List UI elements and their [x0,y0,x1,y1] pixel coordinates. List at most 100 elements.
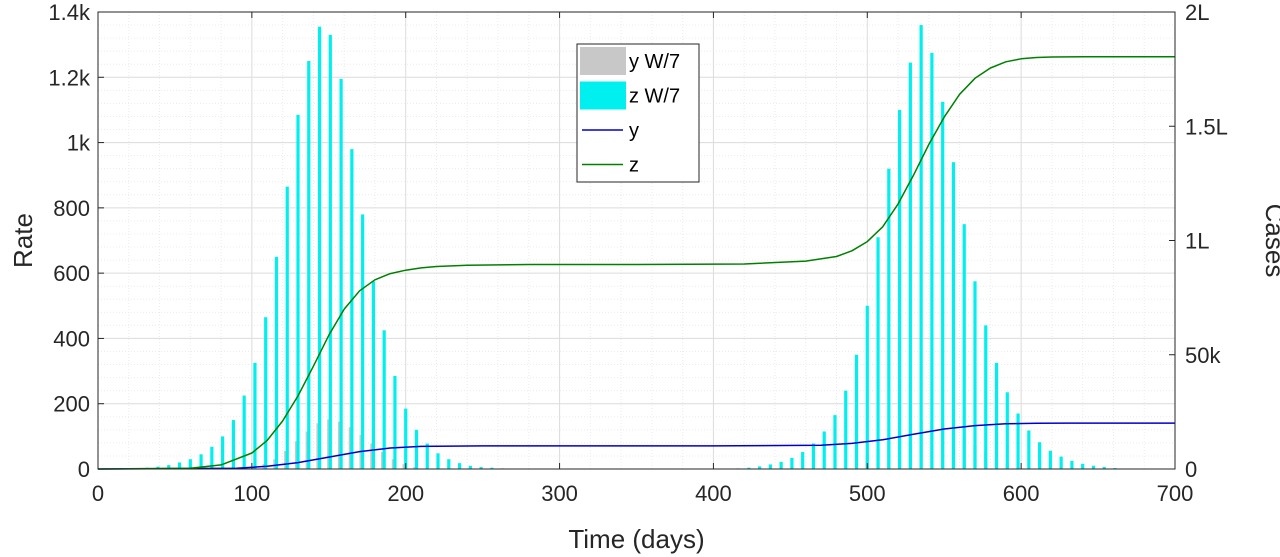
y-left-tick-label: 800 [53,196,90,221]
y-right-axis-title: Cases [1260,204,1280,278]
bar [811,443,816,469]
bar [844,390,848,469]
bar [1091,465,1096,469]
bar [865,305,869,469]
bar [479,467,483,469]
legend-label: z W/7 [629,86,680,108]
bar [941,101,945,470]
bar [919,25,923,470]
series-line-y [97,422,1175,470]
bar [307,60,311,469]
y-right-tick-label: 50k [1185,343,1221,368]
y-right-tick-label: 0 [1185,457,1197,482]
bar [468,465,472,469]
bar [854,354,859,469]
y-left-axis-title: Rate [8,213,38,268]
x-axis-title: Time (days) [568,524,704,554]
y-right-tick-label: 2L [1185,0,1209,25]
bar [404,408,408,469]
bar [264,317,268,469]
bar [242,395,246,469]
bar [274,256,279,469]
bar [177,462,182,469]
legend-label: y [629,120,639,142]
bar [296,114,300,469]
bar [328,34,332,469]
bar [1081,463,1085,469]
bar [199,454,203,469]
x-tick-label: 600 [1003,481,1040,506]
bar [973,281,977,469]
bar [339,78,343,470]
bar [994,362,999,469]
bar [1027,430,1031,469]
bar [436,453,440,469]
bar [1070,460,1074,469]
bar [425,443,429,469]
y-left-axis-ticks: 0 200 400 600 800 1k 1.2k 1.4k [48,0,104,482]
bar [1005,392,1009,469]
bar [1038,442,1042,469]
x-tick-label: 100 [233,481,270,506]
bar [930,52,934,470]
bar [490,467,494,469]
lines [97,56,1175,470]
bar [747,467,751,469]
x-tick-label: 700 [1157,481,1194,506]
legend-label: z [629,155,639,177]
bar [757,466,762,469]
bars-z-w7 [134,25,1117,470]
x-tick-label: 300 [541,481,578,506]
bar [1048,450,1052,469]
x-tick-label: 0 [92,481,104,506]
y-left-tick-label: 600 [53,261,90,286]
bar [210,446,214,469]
bar [951,162,956,469]
x-tick-label: 400 [695,481,732,506]
y-left-tick-label: 200 [53,392,90,417]
bar [1102,467,1106,469]
bar [1059,456,1063,469]
x-tick-label: 200 [387,481,424,506]
bar [350,149,354,469]
bar [801,452,805,469]
bar [876,237,880,469]
bars-y-w7 [242,419,1020,469]
bar [371,281,376,469]
y-right-tick-label: 1.5L [1185,114,1228,139]
legend-swatch [580,47,626,75]
bar [447,459,451,469]
bar [414,429,419,469]
legend-swatch [580,81,626,110]
bar [393,375,397,469]
y-right-axis-ticks: 0 50k 1L 1.5L 2L [1169,0,1228,482]
bar [167,465,171,469]
y-left-tick-label: 1.4k [48,0,91,25]
legend-label: y W/7 [629,51,680,73]
y-left-tick-label: 400 [53,326,90,351]
series-line-z [97,56,1175,470]
bar [790,457,794,469]
bar [822,431,826,469]
bar [897,109,902,469]
y-left-tick-label: 1k [67,131,91,156]
bar [1016,413,1020,469]
y-left-tick-label: 1.2k [48,65,91,90]
y-left-tick-label: 0 [78,457,90,482]
bar [984,325,988,469]
bar [285,186,289,469]
bar [188,459,192,469]
bar [231,420,235,469]
x-axis-ticks: 0 100 200 300 400 500 600 700 [92,12,1193,506]
bar [779,461,783,469]
bar [317,26,322,470]
bar [457,463,462,469]
bar [908,62,912,469]
x-tick-label: 500 [849,481,886,506]
bar [887,168,891,469]
bar [833,415,837,469]
legend: y W/7 z W/7 yz [576,43,700,183]
bar [962,224,966,469]
bar [221,436,225,469]
